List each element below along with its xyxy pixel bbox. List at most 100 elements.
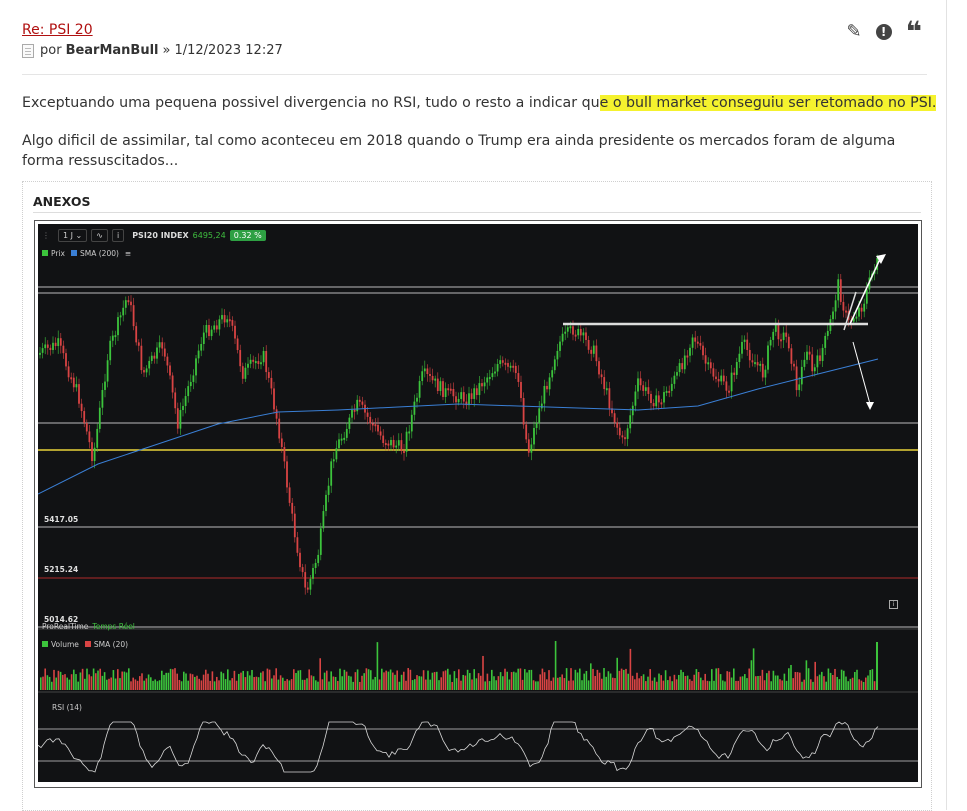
volume-bar	[623, 669, 625, 690]
exclamation-icon[interactable]: !	[875, 24, 892, 40]
timeframe-select[interactable]: 1 J ⌄	[58, 228, 88, 242]
author-name[interactable]: BearManBull	[65, 43, 159, 58]
price-candle	[543, 385, 546, 404]
volume-bar	[845, 676, 847, 690]
price-candle	[582, 332, 585, 336]
price-candle	[553, 359, 556, 371]
price-candle	[694, 337, 697, 342]
trend-line	[843, 291, 857, 331]
brand-name: ProRealTime	[42, 622, 89, 631]
volume-bar	[660, 675, 662, 690]
price-candle	[704, 355, 707, 364]
volume-bar	[150, 677, 152, 690]
volume-bar	[614, 678, 616, 690]
price-candle	[41, 348, 44, 353]
legend-menu-icon[interactable]: ≡	[124, 249, 132, 258]
price-candle	[70, 377, 73, 380]
volume-bar	[537, 681, 539, 690]
volume-bar	[836, 676, 838, 690]
price-candle	[743, 339, 746, 342]
volume-bar	[744, 674, 746, 690]
price-candle	[252, 359, 255, 362]
volume-bar	[79, 672, 82, 690]
volume-bar	[97, 670, 99, 690]
attachment-image[interactable]: ⋮ 1 J ⌄ ∿ i PSI20 INDEX 6495,24 0.32 % P…	[34, 220, 922, 788]
price-candle	[436, 378, 439, 392]
volume-bar	[565, 668, 568, 690]
price-candle	[738, 353, 741, 363]
volume-bar	[403, 671, 405, 690]
price-candle	[748, 349, 751, 361]
legend-price: Prix	[42, 249, 65, 258]
price-candle	[260, 362, 262, 365]
price-candle	[618, 427, 621, 436]
price-candle	[702, 345, 704, 356]
volume-bar	[433, 672, 436, 690]
price-candle	[439, 381, 442, 392]
volume-bar	[563, 678, 566, 690]
price-candle	[231, 320, 234, 326]
volume-bar	[246, 671, 249, 690]
price-candle	[465, 401, 468, 406]
volume-bar	[488, 681, 491, 690]
chart-type-icon[interactable]: ∿	[91, 228, 108, 242]
volume-bar	[865, 677, 867, 690]
volume-bar	[768, 670, 770, 690]
volume-bar	[183, 671, 185, 690]
volume-bar	[757, 676, 759, 690]
volume-bar	[704, 673, 706, 690]
volume-bar	[156, 681, 159, 690]
price-candle	[416, 397, 418, 402]
price-candle	[291, 502, 294, 514]
price-candle	[741, 341, 743, 354]
volume-bar	[341, 676, 343, 690]
volume-bar	[374, 676, 376, 690]
volume-bar	[139, 676, 141, 690]
volume-bar	[598, 672, 601, 690]
volume-bar	[612, 677, 614, 690]
volume-bar	[603, 668, 605, 690]
price-candle	[387, 443, 390, 446]
volume-bar	[304, 679, 306, 690]
volume-bar	[59, 671, 62, 690]
price-candle	[405, 431, 408, 452]
volume-bar	[513, 671, 515, 690]
volume-bar	[759, 675, 761, 690]
arrow-down-head	[866, 402, 874, 410]
volume-bar	[44, 668, 46, 690]
price-candle	[171, 375, 174, 393]
volume-bar	[559, 677, 561, 690]
info-icon[interactable]: i	[111, 228, 125, 242]
volume-bar	[869, 669, 871, 690]
volume-bar	[656, 681, 658, 690]
volume-bar	[860, 680, 863, 690]
price-candle	[228, 319, 231, 322]
volume-bar	[297, 670, 299, 690]
volume-bar	[312, 676, 315, 690]
volume-bar	[517, 668, 519, 690]
volume-bar	[244, 677, 247, 690]
panel-info-icon[interactable]: i	[889, 600, 898, 609]
post-title-link[interactable]: Re: PSI 20	[22, 22, 93, 38]
volume-bar	[510, 672, 513, 690]
volume-bar	[200, 680, 203, 690]
volume-bar	[321, 679, 324, 690]
price-candle	[283, 447, 286, 462]
volume-bar	[585, 670, 588, 690]
price-candle	[65, 353, 67, 367]
price-candle	[200, 343, 203, 351]
price-candle	[681, 363, 684, 370]
volume-bar	[502, 676, 504, 690]
pencil-icon[interactable]: ✎	[846, 21, 862, 42]
volume-bar	[101, 675, 104, 690]
volume-bar	[508, 679, 511, 690]
price-candle	[67, 366, 70, 378]
price-candle	[712, 368, 715, 377]
quote-icon[interactable]: ❝	[905, 15, 922, 48]
volume-bar	[273, 675, 275, 690]
price-candle	[462, 392, 465, 402]
volume-bar	[484, 681, 486, 690]
volume-bar	[152, 680, 154, 690]
price-candle	[813, 367, 816, 372]
volume-bar	[739, 676, 742, 690]
